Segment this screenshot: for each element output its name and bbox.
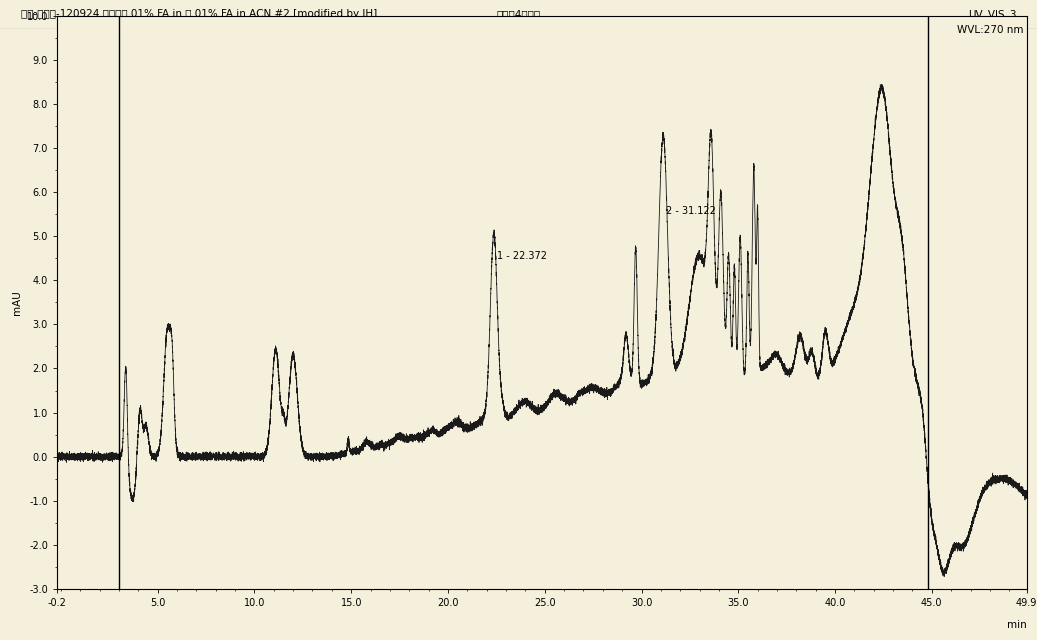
Text: WVL:270 nm: WVL:270 nm [957, 24, 1024, 35]
Text: 1 - 22.372: 1 - 22.372 [498, 250, 548, 260]
Text: 표준품4가혼합: 표준품4가혼합 [497, 10, 540, 19]
Y-axis label: mAU: mAU [12, 290, 23, 315]
Text: UV_VIS_3: UV_VIS_3 [968, 9, 1016, 20]
Text: min: min [1007, 620, 1027, 630]
Text: 전마-노성수-120924 짧은법법 01% FA in 물 01% FA in ACN #2 [modified by JH]: 전마-노성수-120924 짧은법법 01% FA in 물 01% FA in… [21, 10, 377, 19]
Text: 2 - 31.122: 2 - 31.122 [666, 207, 716, 216]
